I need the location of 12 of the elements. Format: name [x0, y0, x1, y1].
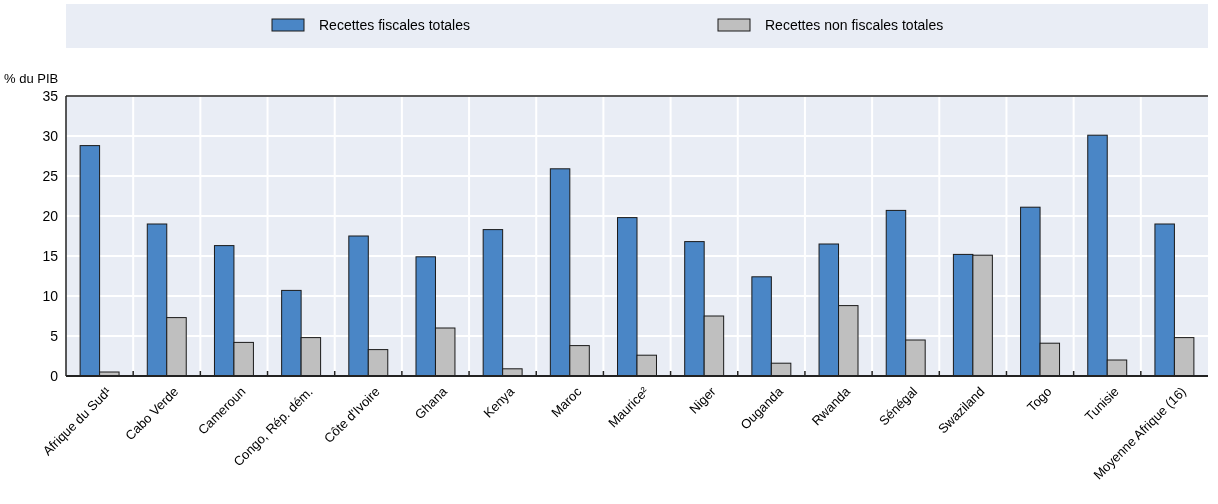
legend-label: Recettes non fiscales totales: [765, 17, 944, 33]
x-tick-label: Togo: [1024, 383, 1055, 415]
y-tick-label: 35: [42, 87, 59, 104]
y-tick-label: 0: [50, 367, 59, 384]
y-tick-label: 5: [50, 327, 59, 344]
y-tick-label: 20: [42, 207, 59, 224]
y-tick-label: 30: [42, 127, 59, 144]
y-tick-label: 10: [42, 287, 59, 304]
y-tick-label: 15: [42, 247, 59, 264]
y-axis-title: % du PIB: [4, 71, 59, 86]
legend-label: Recettes fiscales totales: [319, 17, 470, 33]
y-tick-label: 25: [42, 167, 59, 184]
